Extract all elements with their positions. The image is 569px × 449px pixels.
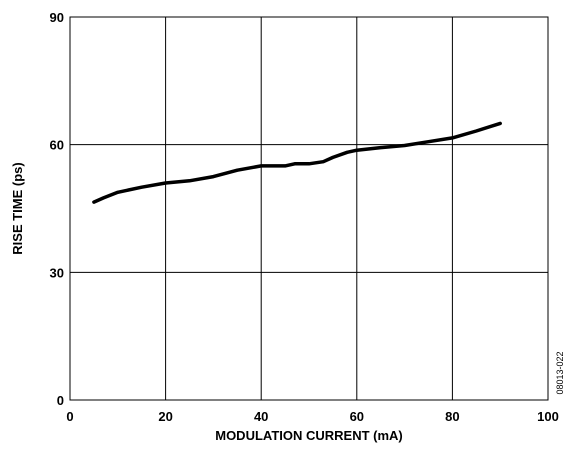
figure-id: 08013-022 — [555, 351, 565, 394]
x-tick-label: 80 — [445, 409, 459, 424]
plot-frame — [69, 16, 549, 401]
y-axis-title: RISE TIME (ps) — [10, 162, 25, 254]
x-tick-label: 60 — [350, 409, 364, 424]
x-tick-label: 40 — [254, 409, 268, 424]
y-tick-label: 30 — [50, 265, 64, 280]
series-line-0 — [92, 121, 502, 204]
y-tick-labels: 0 30 60 90 — [50, 10, 64, 408]
x-tick-label: 0 — [66, 409, 73, 424]
x-axis-title: MODULATION CURRENT (mA) — [215, 428, 403, 443]
series-layer — [92, 121, 502, 204]
y-tick-label: 90 — [50, 10, 64, 25]
x-tick-label: 100 — [537, 409, 559, 424]
y-tick-label: 60 — [50, 138, 64, 153]
y-tick-label: 0 — [57, 393, 64, 408]
x-tick-label: 20 — [158, 409, 172, 424]
x-tick-labels: 0 20 40 60 80 100 — [66, 409, 558, 424]
grid — [70, 17, 548, 400]
